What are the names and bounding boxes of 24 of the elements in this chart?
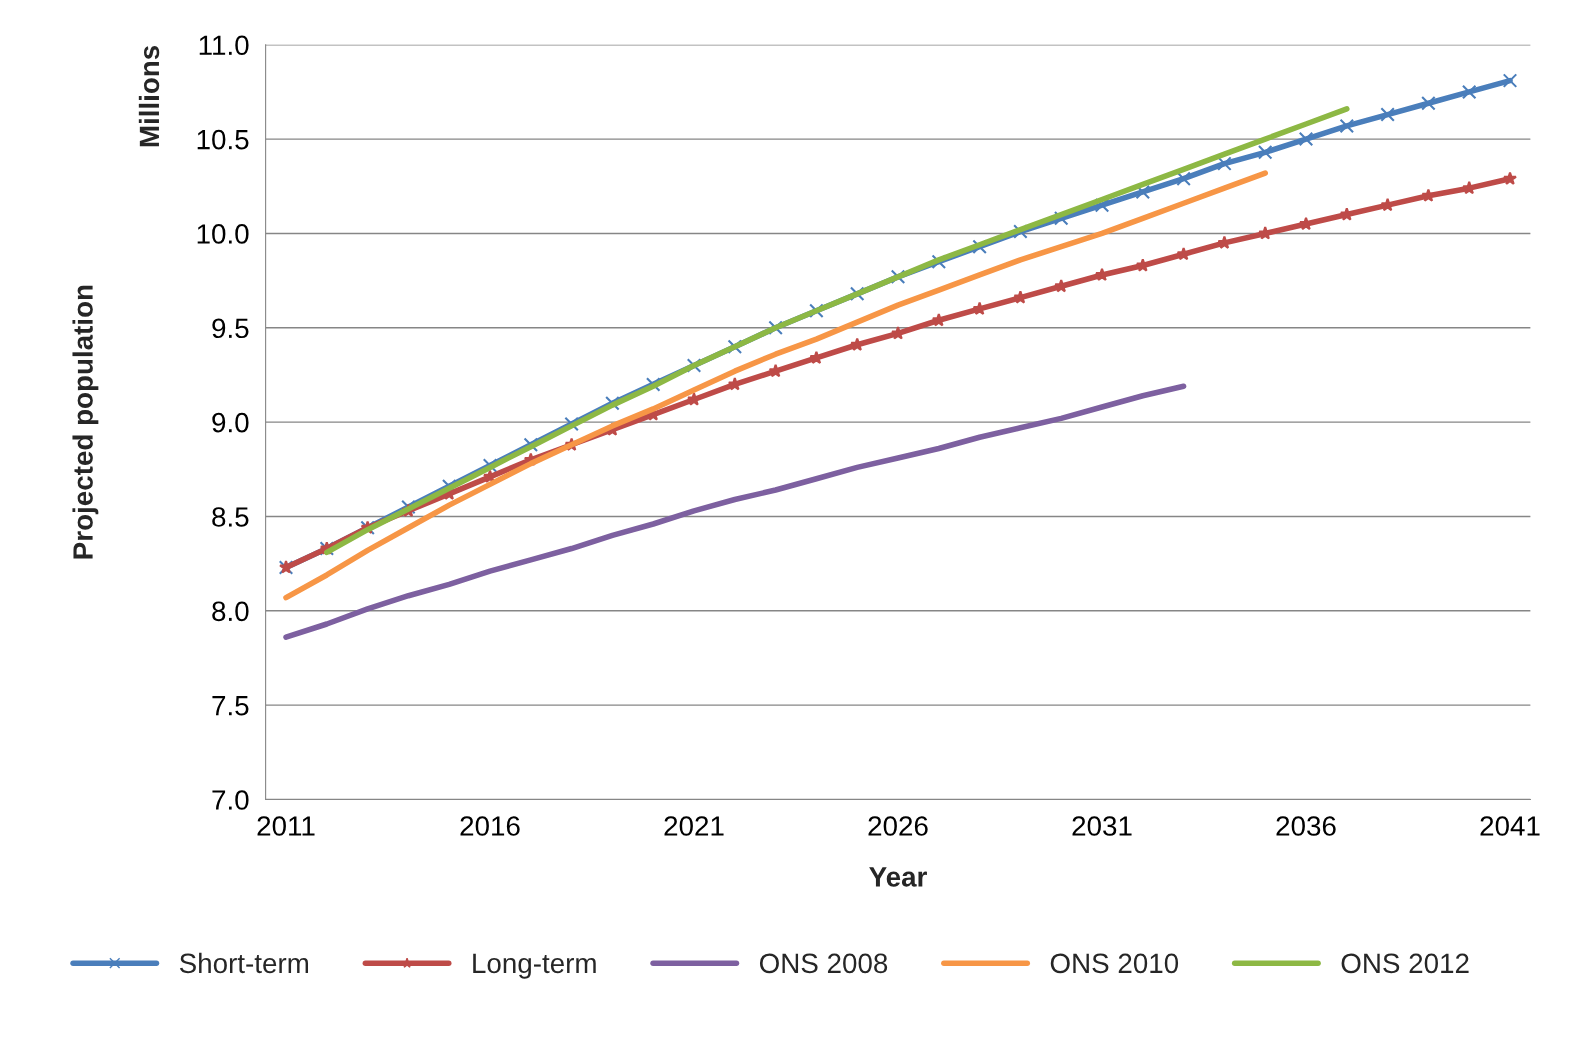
y-tick-label: 9.0 bbox=[212, 412, 249, 433]
legend-label: Short-term bbox=[179, 952, 309, 974]
x-tick-label: 2041 bbox=[1480, 816, 1540, 836]
y-tick-label: 7.5 bbox=[212, 696, 249, 716]
y-tick-label: 8.0 bbox=[212, 601, 249, 622]
x-tick-label: 2036 bbox=[1276, 816, 1336, 836]
x-tick-label: 2011 bbox=[257, 816, 315, 836]
legend-label: Long-term bbox=[473, 953, 596, 979]
y-tick-label: 11.0 bbox=[199, 35, 249, 56]
x-tick-label: 2016 bbox=[460, 816, 520, 836]
legend-label: ONS 2010 bbox=[1050, 953, 1179, 974]
text: Millions bbox=[138, 45, 160, 147]
y-tick-label: 10.0 bbox=[197, 224, 249, 244]
legend-label: ONS 2008 bbox=[759, 953, 888, 974]
x-tick-label: 2021 bbox=[664, 816, 724, 836]
x-tick-label: 2026 bbox=[868, 816, 928, 836]
y-tick-label: 9.5 bbox=[212, 318, 249, 339]
x-axis-title: Year bbox=[869, 867, 927, 887]
y-tick-label: 10.5 bbox=[197, 129, 249, 150]
y-tick-label: 8.5 bbox=[212, 507, 249, 527]
legend-label: ONS 2012 bbox=[1341, 953, 1469, 974]
y-axis-title: Projected population bbox=[72, 285, 99, 559]
x-tick-label: 2031 bbox=[1072, 816, 1132, 836]
y-tick-label: 7.0 bbox=[212, 790, 249, 810]
